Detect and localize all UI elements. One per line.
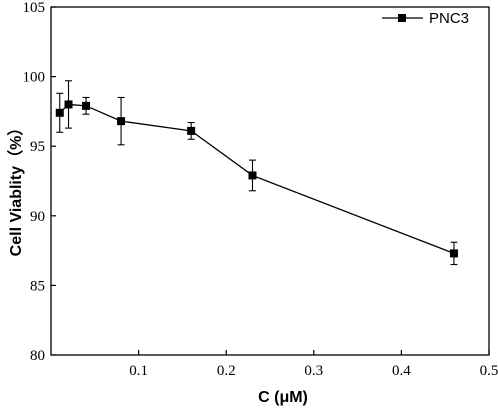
x-tick-label: 0.3	[304, 363, 323, 379]
data-point	[449, 249, 458, 258]
legend: PNC3	[382, 10, 469, 27]
y-tick-label: 90	[30, 209, 45, 225]
x-tick-label: 0.1	[129, 363, 148, 379]
data-point	[187, 126, 196, 135]
plot-border	[50, 6, 490, 356]
data-point	[82, 101, 91, 110]
x-axis: 0.1 0.2 0.3 0.4 0.5	[129, 350, 498, 379]
y-tick-label: 95	[30, 139, 45, 155]
y-axis: 80 85 90 95 100 105	[23, 0, 56, 364]
data-point	[55, 108, 64, 117]
y-tick-label: 105	[23, 0, 46, 16]
data-point	[117, 117, 126, 126]
y-tick-label: 85	[30, 278, 45, 294]
x-axis-title: C (μM)	[258, 389, 308, 406]
x-tick-label: 0.5	[480, 363, 498, 379]
y-tick-label: 100	[23, 70, 46, 86]
plot-frame	[50, 6, 490, 356]
legend-marker	[398, 14, 406, 22]
series-line	[59, 103, 455, 254]
y-tick-label: 80	[30, 348, 45, 364]
x-tick-label: 0.4	[392, 363, 411, 379]
data-point	[64, 100, 73, 109]
data-point	[248, 171, 257, 180]
x-tick-label: 0.2	[217, 363, 236, 379]
series-layer	[55, 80, 458, 266]
legend-label: PNC3	[429, 10, 469, 27]
y-axis-title: Cell Viablity（%）	[7, 120, 25, 257]
